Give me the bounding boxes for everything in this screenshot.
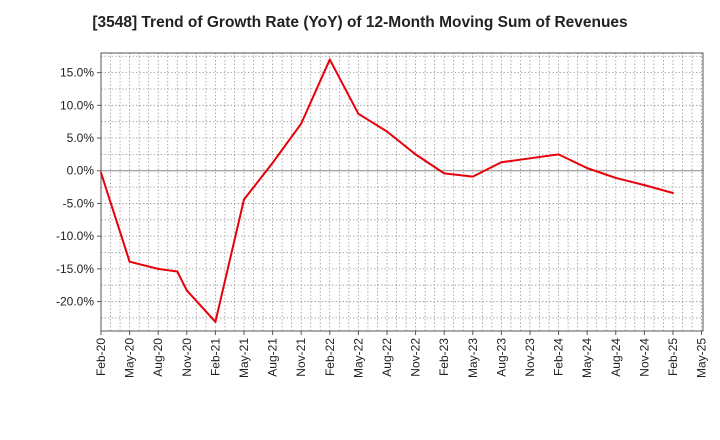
x-tick-label: Aug-24	[609, 338, 623, 377]
x-tick-label: Nov-24	[637, 338, 651, 377]
y-tick-label: 15.0%	[60, 66, 94, 80]
x-tick-label: Aug-20	[151, 338, 165, 377]
x-tick-label: Nov-23	[523, 338, 537, 377]
grid-lines	[100, 53, 703, 331]
series-layer	[100, 58, 674, 323]
data-point	[271, 161, 274, 164]
x-tick-label: Aug-23	[494, 338, 508, 377]
x-tick-label: May-21	[237, 338, 251, 378]
y-tick-label: 5.0%	[67, 131, 95, 145]
data-point	[185, 289, 188, 292]
axes	[97, 52, 704, 335]
x-tick-label: Feb-24	[552, 338, 566, 376]
data-point	[671, 191, 674, 194]
x-tick-label: Feb-20	[94, 338, 108, 376]
x-tick-label: May-20	[123, 338, 137, 378]
x-tick-label: Aug-21	[266, 338, 280, 377]
data-point	[357, 112, 360, 115]
x-tick-label: Feb-23	[437, 338, 451, 376]
data-point	[128, 260, 131, 263]
x-tick-label: May-23	[466, 338, 480, 378]
tick-labels: 15.0% 10.0% 5.0% 0.0% -5.0% -10.0% -15.0% -20.0…	[56, 66, 709, 378]
x-tick-label: Aug-22	[380, 338, 394, 377]
data-point	[414, 153, 417, 156]
chart-title: [3548] Trend of Growth Rate (YoY) of 12-…	[92, 14, 628, 31]
y-tick-label: -5.0%	[63, 196, 95, 210]
data-point	[586, 167, 589, 170]
data-point	[328, 58, 331, 61]
data-point	[157, 267, 160, 270]
data-point	[242, 198, 245, 201]
data-point	[528, 157, 531, 160]
plot-frame	[100, 52, 704, 332]
y-tick-label: 0.0%	[67, 164, 95, 178]
x-tick-label: Feb-21	[208, 338, 222, 376]
data-point	[214, 320, 217, 323]
y-tick-label: -10.0%	[56, 229, 94, 243]
series-line	[100, 58, 674, 323]
data-point	[176, 270, 179, 273]
x-tick-label: May-25	[695, 338, 709, 378]
y-tick-label: 10.0%	[60, 98, 94, 112]
data-point	[385, 130, 388, 133]
x-tick-label: Nov-22	[409, 338, 423, 377]
data-point	[557, 153, 560, 156]
y-tick-label: -15.0%	[56, 262, 94, 276]
data-point	[100, 171, 102, 174]
data-point	[500, 161, 503, 164]
x-tick-label: Nov-21	[294, 338, 308, 377]
data-point	[443, 172, 446, 175]
data-point	[300, 122, 303, 125]
data-point	[471, 175, 474, 178]
x-tick-label: May-22	[351, 338, 365, 378]
data-point	[614, 176, 617, 179]
x-tick-label: May-24	[580, 338, 594, 378]
x-tick-label: Feb-22	[323, 338, 337, 376]
x-tick-label: Nov-20	[180, 338, 194, 377]
x-tick-label: Feb-25	[666, 338, 680, 376]
y-tick-label: -20.0%	[56, 295, 94, 309]
data-point	[643, 184, 646, 187]
